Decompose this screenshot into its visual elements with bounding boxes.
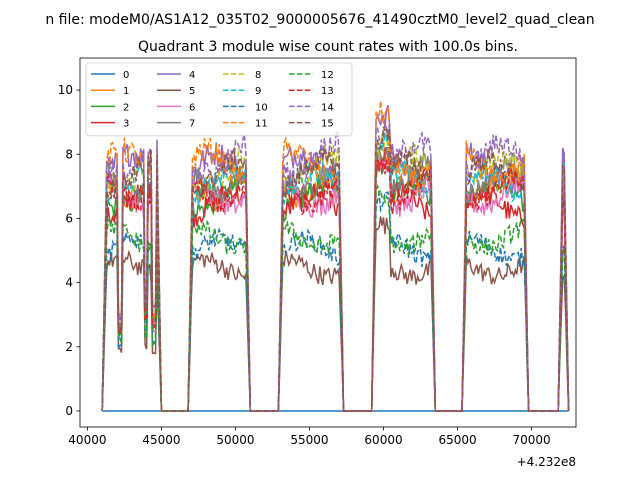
legend-label-10: 10 xyxy=(255,102,268,113)
legend-label-6: 6 xyxy=(189,102,195,113)
legend-label-0: 0 xyxy=(123,70,129,81)
legend-box xyxy=(85,62,353,137)
legend-label-13: 13 xyxy=(321,86,334,97)
figure-suptitle: n file: modeM0/AS1A12_035T02_9000005676_… xyxy=(45,12,594,28)
y-tick-label: 6 xyxy=(65,211,73,225)
series-line-15 xyxy=(101,126,570,412)
series-line-12 xyxy=(101,183,570,412)
series-line-6 xyxy=(101,152,570,412)
x-offset-label: +4.232e8 xyxy=(517,455,576,469)
series-layer xyxy=(101,100,570,412)
legend-label-8: 8 xyxy=(255,70,261,81)
legend-label-3: 3 xyxy=(123,119,129,130)
series-line-8 xyxy=(101,131,570,412)
axes-frame xyxy=(79,57,577,428)
y-tick-label: 8 xyxy=(65,147,73,161)
y-tick-label: 10 xyxy=(58,83,73,97)
x-tick-label: 55000 xyxy=(290,433,328,447)
legend-label-4: 4 xyxy=(189,70,195,81)
legend-label-15: 15 xyxy=(321,119,334,130)
x-tick-label: 65000 xyxy=(438,433,476,447)
legend-label-1: 1 xyxy=(123,86,129,97)
series-line-11 xyxy=(101,100,570,412)
legend-label-11: 11 xyxy=(255,119,268,130)
x-tick-label: 70000 xyxy=(512,433,550,447)
y-tick-label: 0 xyxy=(65,404,73,418)
legend-label-14: 14 xyxy=(321,102,334,113)
axes: 40000 45000 50000 55000 60000 65000 70000 0 2 4 6 8… xyxy=(58,57,577,447)
legend-label-9: 9 xyxy=(255,86,261,97)
y-tick-label: 2 xyxy=(65,340,73,354)
x-tick-label: 40000 xyxy=(68,433,106,447)
x-tick-label: 45000 xyxy=(142,433,180,447)
legend-label-7: 7 xyxy=(189,119,195,130)
legend-label-2: 2 xyxy=(123,102,129,113)
legend-label-5: 5 xyxy=(189,86,195,97)
chart-title: Quadrant 3 module wise count rates with … xyxy=(138,39,518,55)
x-tick-label: 50000 xyxy=(216,433,254,447)
legend-label-12: 12 xyxy=(321,70,334,81)
x-tick-label: 60000 xyxy=(364,433,402,447)
series-line-10 xyxy=(101,190,570,412)
y-tick-label: 4 xyxy=(65,276,73,290)
